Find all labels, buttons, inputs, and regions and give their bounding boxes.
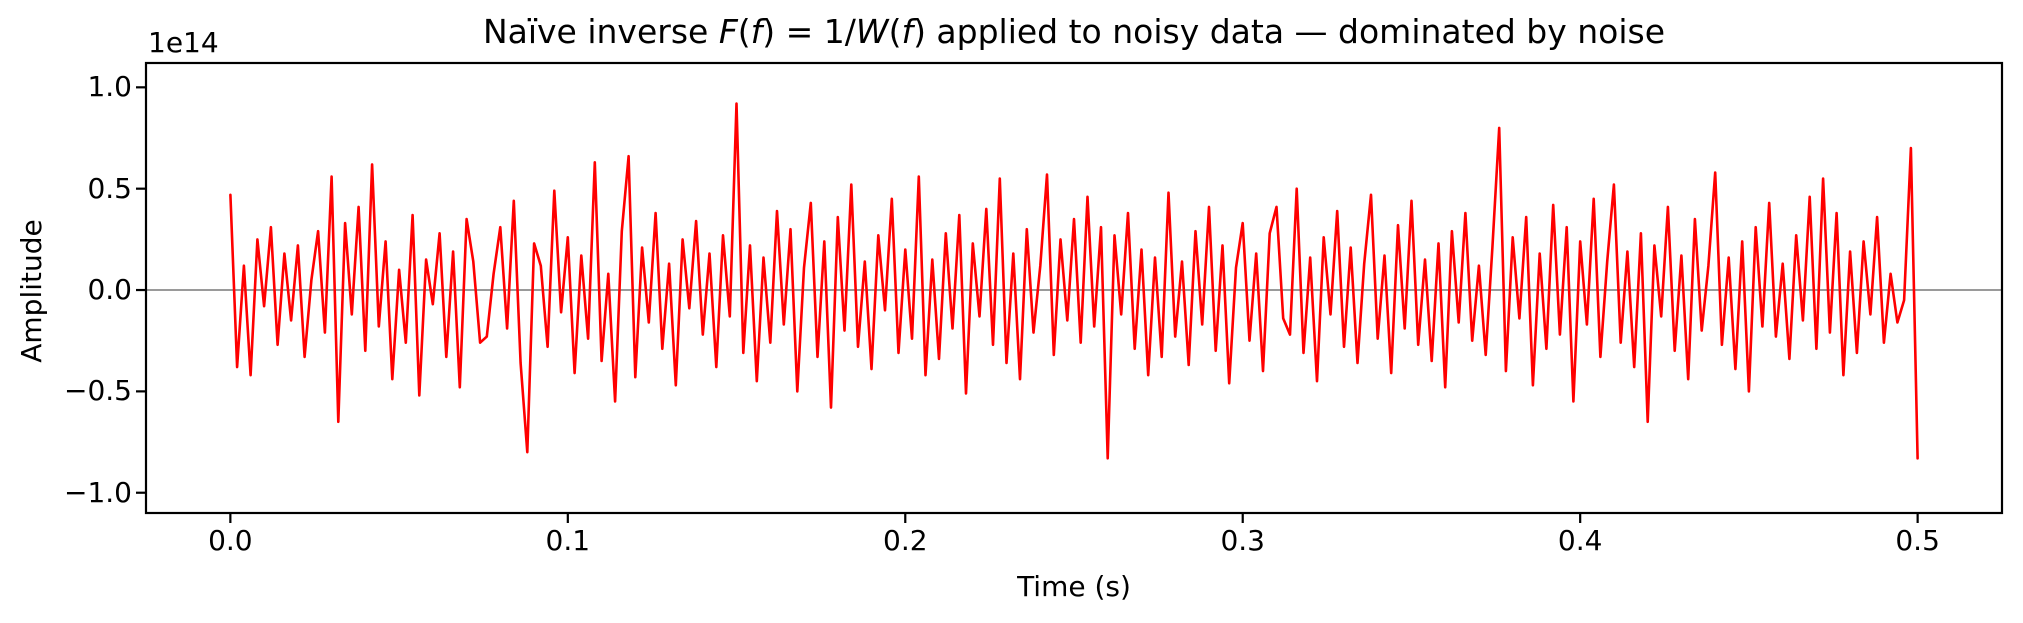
title-segment: Naïve inverse [482, 12, 719, 51]
x-tick-label: 0.3 [1220, 524, 1265, 557]
noise-series-line [229, 102, 1919, 460]
x-tick-label: 0.0 [208, 524, 253, 557]
y-tick-label: −1.0 [64, 475, 132, 509]
x-tick-label: 0.1 [545, 524, 591, 557]
chart-title: Naïve inverse F(f) = 1/W(f) applied to n… [146, 15, 2002, 48]
title-segment: ) = 1/ [762, 12, 856, 51]
x-tick-label: 0.4 [1557, 524, 1603, 557]
y-tick-label: 0.0 [87, 273, 132, 307]
title-segment: ( [888, 12, 902, 51]
x-tick-label: 0.2 [883, 524, 928, 557]
x-tick-label: 0.5 [1895, 524, 1940, 557]
y-tick-label: 0.5 [87, 171, 132, 205]
x-axis-label: Time (s) [1017, 570, 1131, 603]
title-segment: ( [737, 12, 751, 51]
title-segment: ) [913, 12, 926, 51]
title-segment: W [855, 12, 889, 51]
y-tick-label: 1.0 [87, 70, 132, 104]
title-segment: F [718, 12, 738, 51]
title-segment: applied to noisy data — dominated by noi… [925, 12, 1666, 51]
axes-border [144, 61, 2004, 515]
title-segment: f [750, 12, 763, 51]
y-tick-label: −0.5 [64, 374, 132, 408]
y-axis-offset-label: 1e14 [148, 26, 219, 59]
title-segment: f [901, 12, 914, 51]
